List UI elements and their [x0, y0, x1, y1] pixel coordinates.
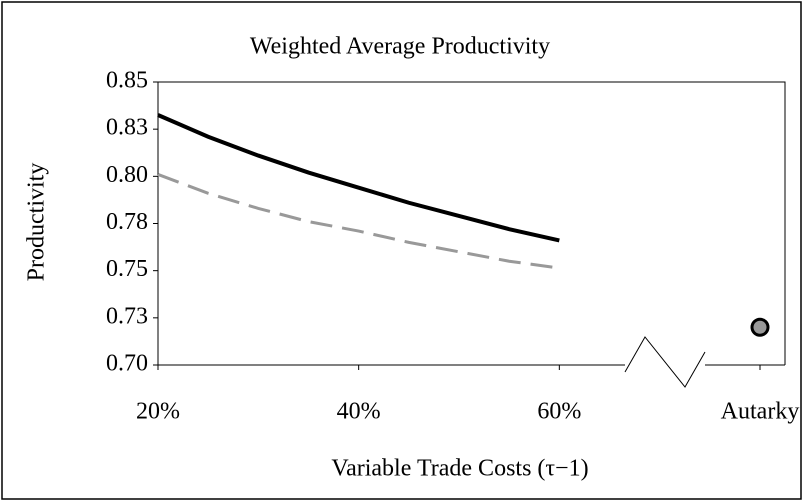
- y-tick-label: 0.85: [106, 68, 148, 94]
- chart-title: Weighted Average Productivity: [250, 34, 550, 60]
- x-tick-label: 40%: [337, 399, 381, 425]
- plot-frame: [157, 81, 786, 365]
- x-axis-label: Variable Trade Costs (τ−1): [331, 456, 588, 482]
- y-tick-label: 0.73: [106, 303, 148, 329]
- x-tick-label: 60%: [537, 399, 581, 425]
- point: [750, 317, 770, 337]
- line: [157, 173, 560, 270]
- x-tick-label: Autarky: [721, 399, 800, 425]
- x-tick-label: 20%: [136, 399, 180, 425]
- y-tick-label: 0.80: [106, 162, 148, 188]
- axis-break: [624, 336, 706, 388]
- y-tick-label: 0.83: [106, 115, 148, 141]
- line: [157, 113, 560, 243]
- y-axis-label: Productivity: [24, 163, 50, 282]
- y-tick-label: 0.70: [106, 351, 148, 377]
- y-tick-label: 0.75: [106, 256, 148, 282]
- y-tick-label: 0.78: [106, 209, 148, 235]
